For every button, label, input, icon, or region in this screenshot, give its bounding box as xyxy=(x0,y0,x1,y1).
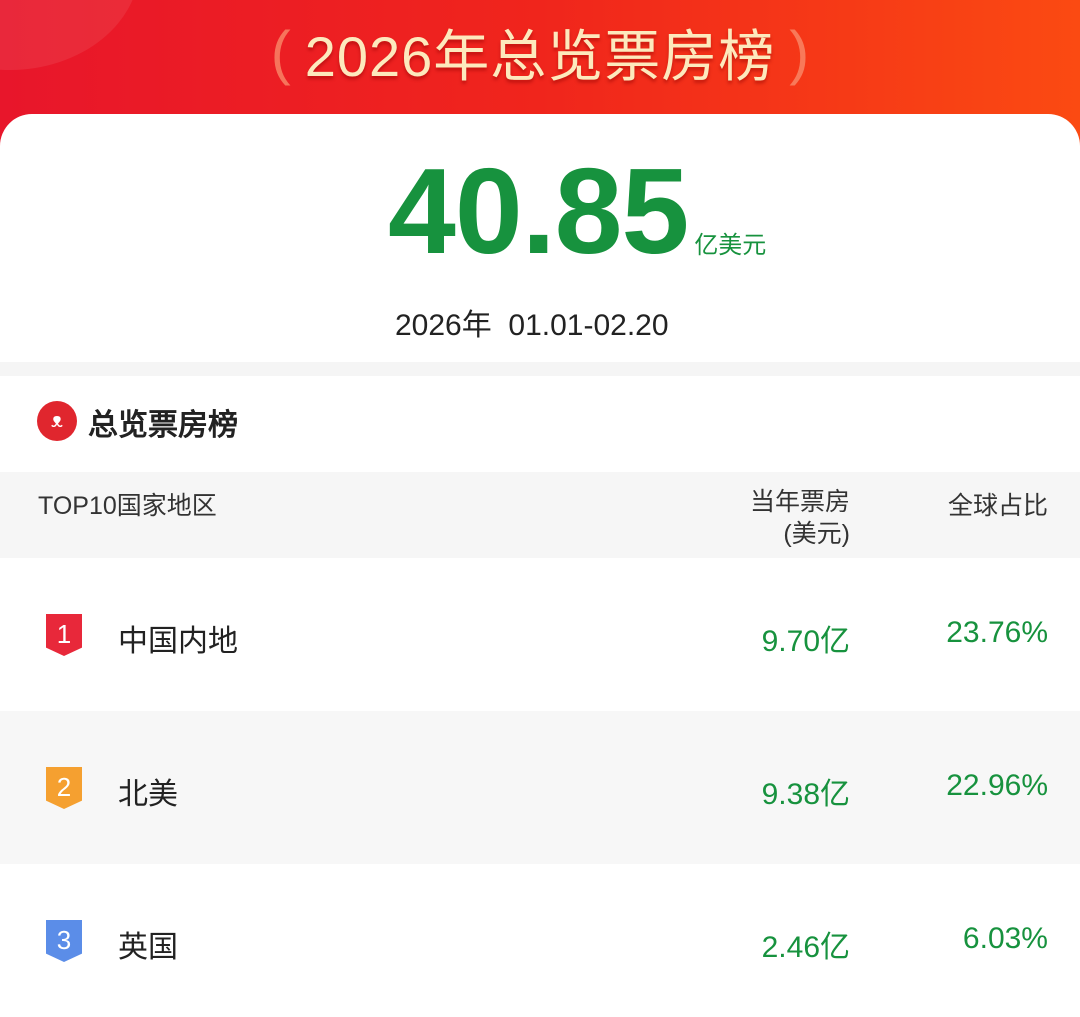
share-value: 6.03% xyxy=(962,922,1048,955)
rank-badge-icon: 1 xyxy=(46,614,82,656)
laurel-right-icon: ) xyxy=(789,18,810,86)
cat-eye-logo-icon: ᴥ xyxy=(37,401,77,441)
region-name: 中国内地 xyxy=(118,625,238,658)
region-name: 英国 xyxy=(118,931,178,964)
box-office-value: 9.38亿 xyxy=(761,778,850,811)
share-value: 22.96% xyxy=(946,769,1048,802)
total-row: 40.85 亿美元 xyxy=(388,150,766,272)
share-value: 23.76% xyxy=(946,616,1048,649)
section-header: ᴥ 总览票房榜 xyxy=(0,376,1080,472)
table-row[interactable]: 3 英国 2.46亿 6.03% xyxy=(0,864,1080,1017)
title-bar: ( 2026年总览票房榜 ) xyxy=(0,12,1080,93)
table-header: TOP10国家地区 当年票房 (美元) 全球占比 xyxy=(0,472,1080,558)
divider xyxy=(0,362,1080,376)
rank-badge-icon: 3 xyxy=(46,920,82,962)
laurel-left-icon: ( xyxy=(270,18,291,86)
section-title: 总览票房榜 xyxy=(88,409,238,442)
column-box-office-label: 当年票房 xyxy=(749,488,850,516)
box-office-value: 9.70亿 xyxy=(761,625,850,658)
table-row[interactable]: 1 中国内地 9.70亿 23.76% xyxy=(0,558,1080,711)
total-unit: 亿美元 xyxy=(694,232,767,259)
table-row[interactable]: 2 北美 9.38亿 22.96% xyxy=(0,711,1080,864)
column-share: 全球占比 xyxy=(947,492,1048,520)
region-name: 北美 xyxy=(118,778,178,811)
column-box-office-unit: (美元) xyxy=(783,520,850,548)
total-box-office: 40.85 xyxy=(388,143,689,279)
box-office-value: 2.46亿 xyxy=(761,931,850,964)
summary-card: 40.85 亿美元 2026年 01.01-02.20 xyxy=(0,114,1080,364)
rank-badge-icon: 2 xyxy=(46,767,82,809)
column-region: TOP10国家地区 xyxy=(38,492,217,520)
column-box-office: 当年票房 (美元) xyxy=(750,486,850,550)
date-range: 2026年 01.01-02.20 xyxy=(395,309,669,342)
page-title: 2026年总览票房榜 xyxy=(304,25,776,88)
